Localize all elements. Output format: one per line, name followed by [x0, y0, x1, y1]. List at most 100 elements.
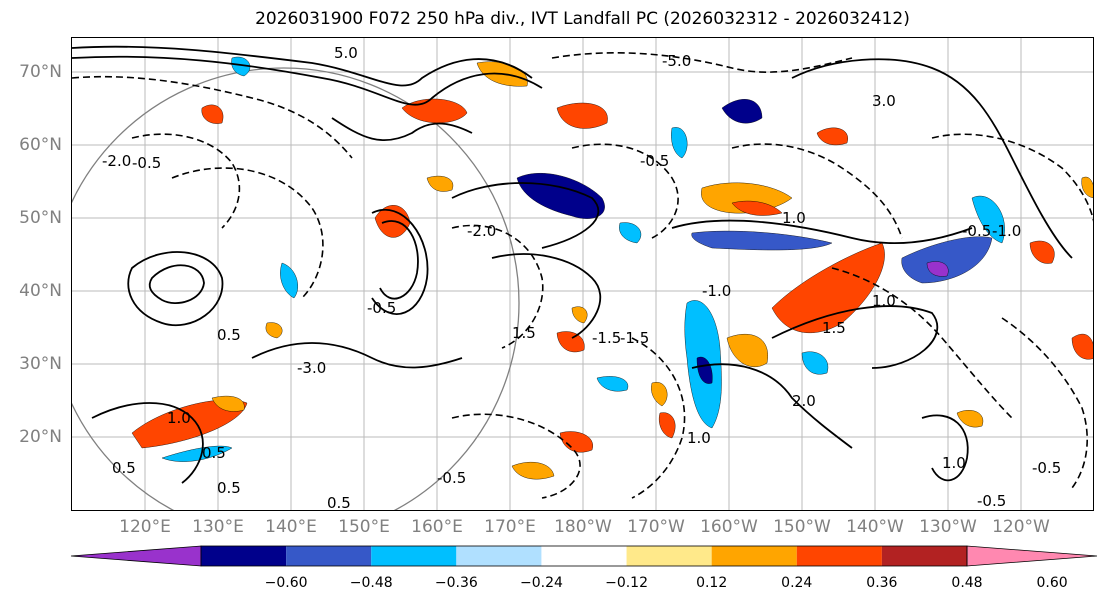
- contour-label: -1.0: [702, 282, 731, 300]
- shade-blob-25: [726, 334, 768, 367]
- contour-label: 1.0: [687, 429, 711, 447]
- contour-label: -0.5: [962, 222, 991, 240]
- shade-blob-36: [1081, 176, 1093, 198]
- colorbar-cell: [881, 546, 967, 566]
- shade-blob-24: [771, 242, 885, 334]
- colorbar-cell: [201, 546, 287, 566]
- colorbar-tick-label: 0.36: [866, 575, 898, 591]
- lon-label-170e: 170°E: [484, 517, 536, 537]
- shade-blob-40: [571, 306, 588, 324]
- contour-label: 0.5: [112, 459, 136, 477]
- shade-blob-21: [659, 412, 676, 439]
- contour-label: -3.0: [297, 359, 326, 377]
- shade-blob-31: [671, 127, 688, 159]
- contour-label: -5.0: [662, 52, 691, 70]
- contour-label: 0.5: [327, 494, 351, 511]
- lon-label-160w: 160°W: [700, 517, 758, 537]
- shade-blob-18: [511, 462, 555, 480]
- shade-blob-23: [696, 356, 713, 384]
- colorbar-cell: [371, 546, 457, 566]
- contour-label: 2.0: [792, 392, 816, 410]
- shade-blob-30: [721, 99, 763, 124]
- shade-blob-3: [161, 445, 233, 462]
- shade-blob-38: [956, 410, 984, 428]
- lat-label-70: 70°N: [19, 62, 62, 82]
- landfall-radius-circle: [72, 67, 520, 510]
- shade-blob-32: [901, 236, 993, 284]
- colorbar-cell: [626, 546, 712, 566]
- contour-label: -0.5: [1032, 459, 1061, 477]
- contour-label: -1.5: [592, 329, 621, 347]
- shade-blob-8: [556, 102, 608, 129]
- colorbar-cell: [796, 546, 882, 566]
- lat-label-20: 20°N: [19, 427, 62, 447]
- lon-label-150w: 150°W: [773, 517, 831, 537]
- contour-label: 1.5: [512, 324, 536, 342]
- shade-blob-33: [926, 261, 949, 277]
- colorbar-extend-low: [70, 545, 202, 567]
- lat-label-60: 60°N: [19, 135, 62, 155]
- lon-label-130e: 130°E: [192, 517, 244, 537]
- lon-label-120w: 120°W: [992, 517, 1050, 537]
- colorbar-tick-label: 0.12: [696, 575, 728, 591]
- contour-label: 0.5: [217, 479, 241, 497]
- colorbar-tick-label: −0.12: [605, 575, 648, 591]
- shade-blob-12: [201, 104, 224, 124]
- contour-label-group: 5.0 -5.0 3.0 -2.0 1.0 0.5 -0.5 -1.0 1.5 …: [102, 44, 1061, 511]
- colorbar-extend-high: [966, 545, 1098, 567]
- shade-blob-19: [596, 376, 629, 392]
- lon-label-150e: 150°E: [338, 517, 390, 537]
- lon-label-180w: 180°W: [554, 517, 612, 537]
- colorbar-tick-label: 0.48: [951, 575, 983, 591]
- lat-label-50: 50°N: [19, 208, 62, 228]
- negative-contours: [72, 51, 1093, 499]
- shade-blob-6: [401, 98, 468, 124]
- shade-blob-9: [280, 262, 298, 299]
- contour-label: -0.5: [437, 469, 466, 487]
- shade-blob-29: [801, 351, 829, 375]
- shade-blob-28: [691, 230, 833, 251]
- lon-label-140w: 140°W: [846, 517, 904, 537]
- colorbar-tick-label: −0.48: [349, 575, 393, 591]
- contour-label: 0.5: [202, 444, 226, 462]
- colorbar-tick-label: 0.24: [781, 575, 813, 591]
- contour-label: -2.0: [102, 152, 131, 170]
- shade-blob-27: [731, 200, 783, 216]
- shade-blob-11: [231, 56, 251, 77]
- shade-blob-20: [651, 382, 668, 407]
- lon-label-160e: 160°E: [411, 517, 463, 537]
- colorbar-tick-label: −0.60: [264, 575, 308, 591]
- contour-label: -2.0: [467, 222, 496, 240]
- lon-label-140e: 140°E: [265, 517, 317, 537]
- contour-label: 1.0: [782, 209, 806, 227]
- colorbar-tick-label: −0.36: [434, 575, 478, 591]
- colorbar-cell: [711, 546, 797, 566]
- divergence-shading: [131, 56, 1093, 480]
- shade-blob-35: [1029, 240, 1055, 264]
- shade-blob-17: [559, 431, 593, 453]
- colorbar-cell: [456, 546, 542, 566]
- contour-label: 1.0: [872, 292, 896, 310]
- contour-label: -0.5: [640, 152, 669, 170]
- lon-label-170w: 170°W: [627, 517, 685, 537]
- positive-contours: [72, 45, 1073, 484]
- map-title: 2026031900 F072 250 hPa div., IVT Landfa…: [255, 9, 910, 29]
- contour-label: 3.0: [872, 92, 896, 110]
- contour-label: -1.0: [992, 222, 1021, 240]
- contour-label: 1.0: [942, 454, 966, 472]
- contour-label: 0.5: [217, 326, 241, 344]
- map-canvas: 5.0 -5.0 3.0 -2.0 1.0 0.5 -0.5 -1.0 1.5 …: [72, 38, 1093, 511]
- shade-blob-5: [426, 175, 454, 192]
- lat-label-30: 30°N: [19, 354, 62, 374]
- shade-blob-15: [619, 222, 642, 244]
- shade-blob-10: [265, 322, 283, 339]
- shade-blob-16: [556, 331, 585, 353]
- colorbar-tick-label: −0.24: [519, 575, 563, 591]
- contour-label: 1.5: [822, 319, 846, 337]
- shade-blob-37: [1071, 333, 1093, 360]
- lat-label-40: 40°N: [19, 281, 62, 301]
- colorbar-cell: [541, 546, 627, 566]
- contour-label: 5.0: [334, 44, 358, 62]
- colorbar: [70, 545, 1098, 567]
- shade-blob-39: [816, 127, 848, 146]
